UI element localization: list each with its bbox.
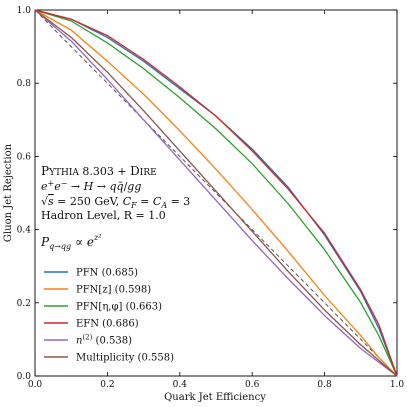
series-line-2 xyxy=(34,9,398,377)
y-tick-label: 0.2 xyxy=(17,299,31,309)
x-tick-label: 0.8 xyxy=(317,380,332,390)
annotation-block: PYTHIA 8.303 + DIRE e+e− → H → qq̄/gg √s… xyxy=(40,164,190,251)
legend: PFN (0.685) PFN[z] (0.598) PFN[η,φ] (0.663… xyxy=(44,268,174,364)
y-tick-label: 0.0 xyxy=(17,372,32,382)
energy-annotation: √s = 250 GeV, CF = CA = 3 xyxy=(41,195,190,210)
legend-label-5: Multiplicity (0.558) xyxy=(76,353,174,364)
plot-area: 0.0 0.2 0.4 0.6 0.8 1.0 0.0 0.2 0.4 0.6 0.8 1.0 xyxy=(17,6,405,390)
x-tick-label: 0.2 xyxy=(100,380,114,390)
legend-label-2: PFN[η,φ] (0.663) xyxy=(76,302,162,313)
series-line-1 xyxy=(34,9,398,377)
generator-annotation: PYTHIA 8.303 + DIRE xyxy=(41,164,157,178)
y-tick-label: 0.8 xyxy=(17,79,32,89)
y-tick-label: 0.6 xyxy=(17,152,32,162)
plot-frame xyxy=(34,9,398,377)
x-tick-label: 0.0 xyxy=(28,380,43,390)
series-line-5 xyxy=(34,9,398,377)
x-tick-label: 1.0 xyxy=(390,380,405,390)
legend-label-1: PFN[z] (0.598) xyxy=(76,285,151,296)
x-tick-label: 0.4 xyxy=(173,380,188,390)
splitting-annotation: Pq→qg ∝ ez² xyxy=(40,233,101,251)
legend-label-3: EFN (0.686) xyxy=(76,319,139,330)
process-annotation: e+e− → H → qq̄/gg xyxy=(41,179,141,193)
legend-label-4: n(2) (0.538) xyxy=(76,334,132,347)
series-line-3 xyxy=(34,9,398,377)
y-tick-label: 1.0 xyxy=(17,6,32,16)
y-tick-label: 0.4 xyxy=(17,226,32,236)
y-axis-label: Gluon Jet Rejection xyxy=(3,143,14,242)
legend-label-0: PFN (0.685) xyxy=(76,268,138,279)
random-guess-line xyxy=(34,9,398,377)
series-line-4 xyxy=(34,9,398,377)
x-axis-label: Quark Jet Efficiency xyxy=(164,392,266,403)
level-annotation: Hadron Level, R = 1.0 xyxy=(41,209,166,222)
x-tick-label: 0.6 xyxy=(245,380,260,390)
